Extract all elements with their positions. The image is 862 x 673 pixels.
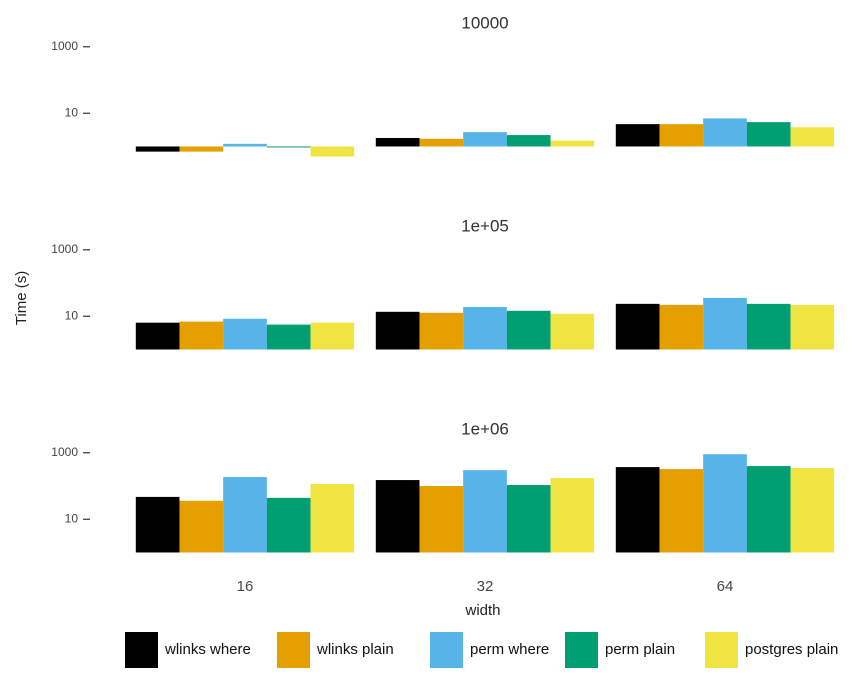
bar — [375, 137, 420, 147]
bar — [746, 303, 791, 350]
bar — [375, 311, 420, 350]
bar — [506, 135, 551, 147]
legend-label: perm plain — [605, 641, 675, 658]
bar — [550, 140, 595, 147]
bar — [223, 143, 267, 147]
legend-swatch — [277, 632, 310, 668]
y-tick-label: 1000 — [51, 445, 78, 459]
y-tick-label: 10 — [65, 105, 79, 119]
bar — [790, 127, 835, 147]
bar — [463, 132, 507, 147]
legend-swatch — [125, 632, 158, 668]
x-tick-label: 16 — [237, 578, 254, 595]
bar — [310, 483, 355, 553]
x-tick-label: 32 — [477, 578, 494, 595]
bar — [659, 469, 704, 553]
bar — [135, 322, 180, 350]
legend-swatch — [565, 632, 598, 668]
bar — [463, 470, 507, 553]
x-tick-label: 64 — [717, 578, 734, 595]
bar — [135, 146, 180, 152]
bar — [310, 322, 355, 350]
legend-label: postgres plain — [745, 641, 838, 658]
legend-swatch — [430, 632, 463, 668]
bar — [550, 478, 595, 553]
bar — [746, 122, 791, 147]
facet-title: 10000 — [461, 13, 508, 32]
bar — [223, 318, 267, 350]
bar — [463, 306, 507, 350]
bar — [266, 324, 311, 350]
bar — [550, 313, 595, 350]
bar — [659, 304, 704, 350]
bar — [615, 124, 660, 147]
y-axis-label: Time (s) — [13, 271, 30, 325]
bar — [615, 467, 660, 553]
bar — [135, 496, 180, 553]
y-tick-label: 1000 — [51, 39, 78, 53]
bar — [375, 480, 420, 553]
bar — [179, 500, 224, 553]
bar — [659, 124, 704, 147]
bar — [310, 146, 355, 157]
bar — [506, 485, 551, 553]
bar — [615, 303, 660, 350]
bar — [223, 477, 267, 553]
bar — [179, 321, 224, 350]
bar — [506, 310, 551, 350]
bar — [266, 497, 311, 553]
bar — [790, 304, 835, 350]
bar — [703, 297, 747, 350]
y-tick-label: 10 — [65, 511, 79, 525]
y-tick-label: 10 — [65, 308, 79, 322]
legend-label: wlinks plain — [316, 641, 394, 658]
bar — [703, 118, 747, 147]
bar — [419, 312, 464, 350]
facet-title: 1e+06 — [461, 419, 509, 438]
legend-label: wlinks where — [164, 641, 251, 658]
legend-label: perm where — [470, 641, 549, 658]
y-tick-label: 1000 — [51, 242, 78, 256]
bar — [419, 138, 464, 147]
bar — [703, 454, 747, 553]
bar — [746, 466, 791, 553]
bar — [790, 468, 835, 553]
legend-swatch — [705, 632, 738, 668]
x-axis-label: width — [464, 602, 500, 619]
bar — [266, 146, 311, 148]
facet-title: 1e+05 — [461, 216, 509, 235]
bar — [419, 486, 464, 553]
bar — [179, 146, 224, 152]
